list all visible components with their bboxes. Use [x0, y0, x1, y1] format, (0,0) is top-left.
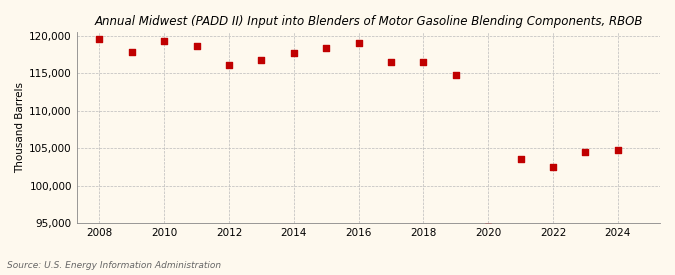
Point [547, 165, 558, 169]
Text: Source: U.S. Energy Information Administration: Source: U.S. Energy Information Administ… [7, 260, 221, 270]
Point [159, 39, 169, 43]
Point [450, 73, 461, 78]
Point [580, 150, 591, 154]
Point [191, 44, 202, 48]
Point [612, 148, 623, 153]
Point [256, 58, 267, 63]
Point [483, 225, 493, 229]
Point [353, 41, 364, 45]
Point [288, 51, 299, 55]
Point [418, 60, 429, 64]
Point [126, 50, 137, 54]
Point [321, 45, 331, 50]
Y-axis label: Thousand Barrels: Thousand Barrels [15, 82, 25, 173]
Point [94, 37, 105, 42]
Title: Annual Midwest (PADD II) Input into Blenders of Motor Gasoline Blending Componen: Annual Midwest (PADD II) Input into Blen… [95, 15, 643, 28]
Point [385, 60, 396, 64]
Point [223, 63, 234, 67]
Point [515, 157, 526, 162]
